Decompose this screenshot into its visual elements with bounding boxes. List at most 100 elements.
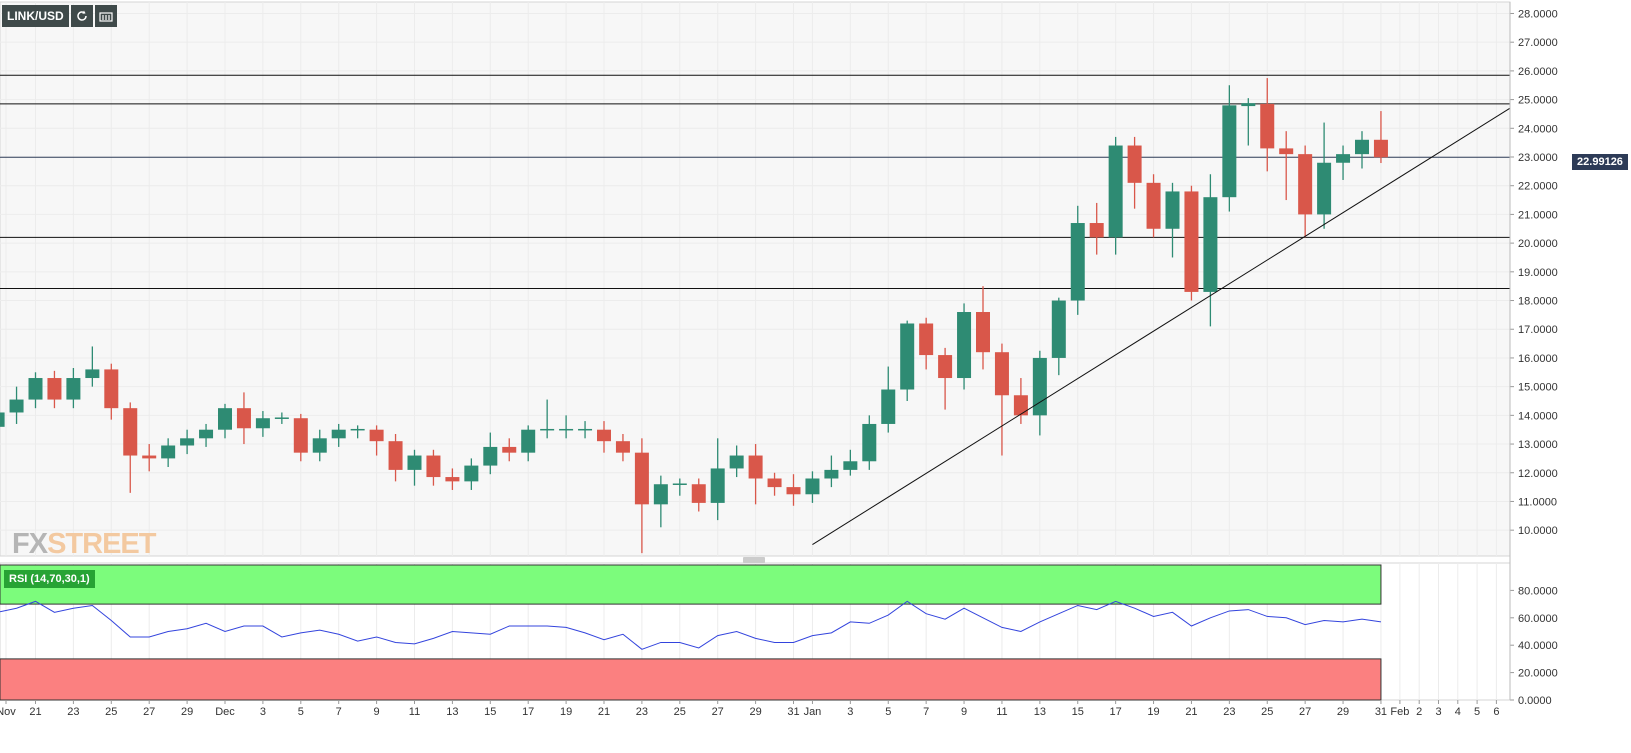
candle-body <box>407 455 422 470</box>
time-tick-label: 23 <box>67 706 79 718</box>
candle-body <box>66 378 81 400</box>
candle-body <box>1260 103 1275 149</box>
candle-body <box>919 323 934 356</box>
time-tick-label: 29 <box>1337 706 1349 718</box>
price-tick-label: 21.0000 <box>1518 209 1558 221</box>
time-tick-label: Feb <box>1390 706 1409 718</box>
candle-body <box>255 418 270 429</box>
candle-body <box>805 478 820 495</box>
candle-body <box>483 446 498 466</box>
time-tick-label: Nov <box>0 706 16 718</box>
candle-body <box>123 408 138 456</box>
candle-body <box>0 412 5 427</box>
candle-body <box>1222 105 1237 198</box>
candle-body <box>199 429 214 439</box>
candle-body <box>1146 182 1161 229</box>
time-tick-label: 17 <box>522 706 534 718</box>
axes: 10.0000 11.0000 12.0000 13.0000 14.0000 15.00… <box>0 2 1558 718</box>
time-tick-label: 9 <box>961 706 967 718</box>
rsi-indicator-label[interactable]: RSI (14,70,30,1) <box>4 570 95 588</box>
candle-body <box>843 461 858 470</box>
time-tick-label: Dec <box>215 706 235 718</box>
candle-body <box>1373 139 1388 158</box>
time-tick-label: 27 <box>1299 706 1311 718</box>
price-tick-label: 12.0000 <box>1518 468 1558 480</box>
time-tick-label: 25 <box>1261 706 1273 718</box>
symbol-label[interactable]: LINK/USD <box>2 5 69 27</box>
candle-body <box>1298 154 1313 215</box>
candlesticks <box>0 78 1388 554</box>
time-tick-label: 21 <box>29 706 41 718</box>
candle-body <box>653 484 668 505</box>
price-tick-label: 15.0000 <box>1518 382 1558 394</box>
fxstreet-watermark: FXSTREET <box>12 528 156 561</box>
time-tick-label: 3 <box>260 706 266 718</box>
price-tick-label: 16.0000 <box>1518 353 1558 365</box>
candle-body <box>786 487 801 495</box>
refresh-icon[interactable] <box>70 5 93 27</box>
candle-body <box>710 468 725 503</box>
rsi-overbought-band <box>0 564 1382 605</box>
candle-body <box>976 312 990 353</box>
price-tick-label: 26.0000 <box>1518 66 1558 78</box>
time-tick-label: 25 <box>674 706 686 718</box>
candle-body <box>521 429 536 453</box>
time-tick-label: 6 <box>1493 706 1499 718</box>
candle-body <box>1165 191 1180 229</box>
rsi-tick-label: 80.0000 <box>1518 585 1558 597</box>
indicator-bars-icon[interactable] <box>94 5 117 27</box>
time-tick-label: 5 <box>885 706 891 718</box>
price-tick-label: 10.0000 <box>1518 525 1558 537</box>
rsi-tick-label: 0.0000 <box>1518 695 1552 707</box>
candle-body <box>1013 395 1028 416</box>
candle-body <box>47 378 62 400</box>
candle-body <box>9 399 24 413</box>
rsi-tick-label: 20.0000 <box>1518 668 1558 680</box>
candle-body <box>388 441 403 470</box>
rsi-tick-label: 40.0000 <box>1518 640 1558 652</box>
candle-body <box>748 455 763 479</box>
rsi-series <box>0 600 1382 650</box>
time-tick-label: 9 <box>374 706 380 718</box>
time-tick-label: 4 <box>1455 706 1461 718</box>
candle-body <box>28 378 43 400</box>
candle-body <box>938 355 953 379</box>
time-tick-label: 23 <box>1223 706 1235 718</box>
time-tick-label: 15 <box>1072 706 1084 718</box>
candle-body <box>293 418 308 453</box>
candle-body <box>312 438 327 453</box>
time-tick-label: 2 <box>1416 706 1422 718</box>
price-tick-label: 19.0000 <box>1518 267 1558 279</box>
ascending-trendline <box>812 107 1511 545</box>
candle-body <box>161 445 176 459</box>
candle-body <box>900 323 915 390</box>
pane-resize-handle[interactable] <box>743 557 765 563</box>
time-tick-label: 13 <box>1034 706 1046 718</box>
candle-body <box>862 423 877 462</box>
time-tick-label: Jan <box>804 706 822 718</box>
trendline <box>812 107 1511 545</box>
candle-body <box>597 429 611 442</box>
price-tick-label: 18.0000 <box>1518 296 1558 308</box>
candle-body <box>331 429 346 439</box>
time-tick-label: 19 <box>560 706 572 718</box>
candle-body <box>1032 357 1047 416</box>
candle-body <box>236 408 251 429</box>
time-tick-label: 17 <box>1110 706 1122 718</box>
price-tick-label: 23.0000 <box>1518 152 1558 164</box>
horizontal-levels <box>0 74 1510 289</box>
candle-body <box>104 369 119 409</box>
time-tick-label: 21 <box>1185 706 1197 718</box>
candle-body <box>502 446 517 453</box>
price-tick-label: 17.0000 <box>1518 324 1558 336</box>
time-tick-label: 5 <box>1474 706 1480 718</box>
time-tick-label: 31 <box>787 706 799 718</box>
candle-body <box>881 389 896 424</box>
candle-body <box>729 455 744 469</box>
time-tick-label: 7 <box>336 706 342 718</box>
time-tick-label: 29 <box>749 706 761 718</box>
time-tick-label: 11 <box>996 706 1007 718</box>
candle-body <box>767 478 782 488</box>
candle-body <box>464 465 479 482</box>
